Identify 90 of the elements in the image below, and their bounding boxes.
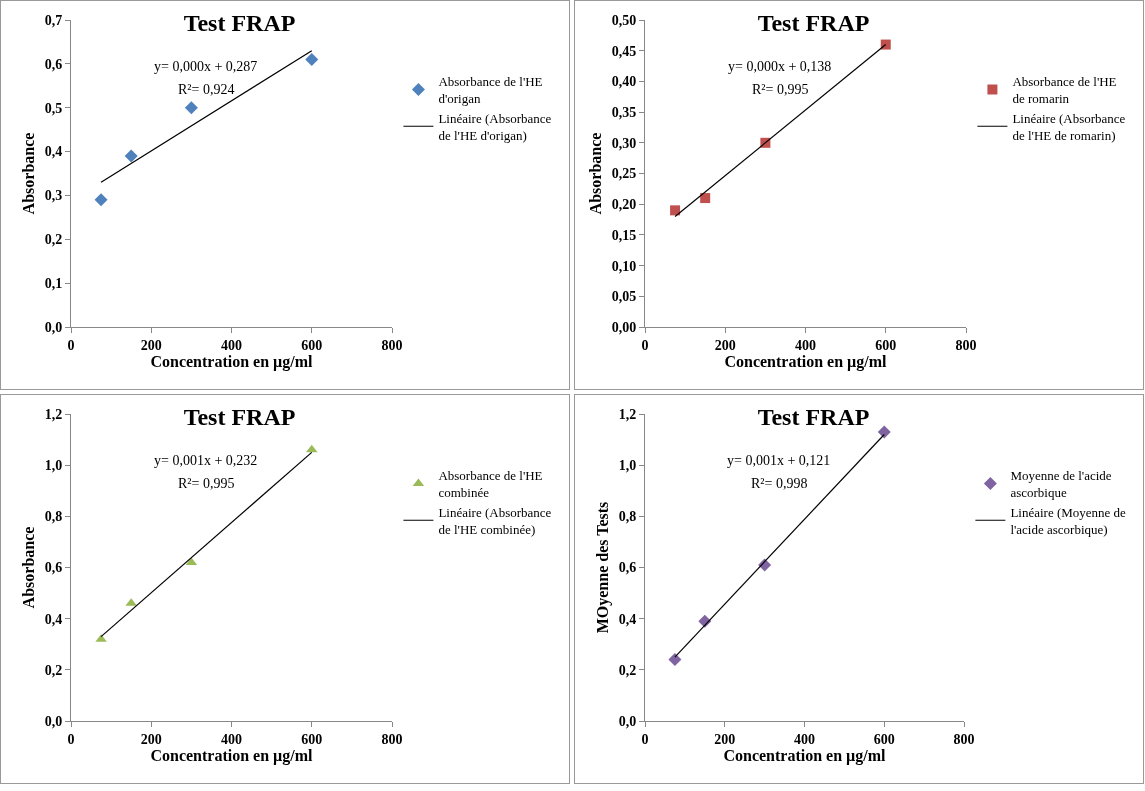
y-tick-label: 0,4 xyxy=(44,144,63,160)
x-tick-label: 0 xyxy=(641,337,649,353)
x-tick-label: 200 xyxy=(140,337,162,353)
y-tick-label: 0,7 xyxy=(44,12,63,28)
x-axis-title: Concentration en µg/ml xyxy=(150,747,314,766)
x-tick-label: 200 xyxy=(714,731,736,747)
x-tick-label: 600 xyxy=(873,731,895,747)
y-tick-label: 0,2 xyxy=(44,232,63,248)
legend-label: Linéaire (Absorbance de l'HE combinée) xyxy=(438,504,552,537)
x-tick-label: 400 xyxy=(795,337,816,353)
y-tick-label: 1,0 xyxy=(618,458,637,474)
x-tick-label: 800 xyxy=(381,731,403,747)
y-tick-label: 0,10 xyxy=(611,258,637,274)
y-tick-label: 0,0 xyxy=(618,713,637,729)
y-tick-label: 0,20 xyxy=(611,197,637,213)
x-tick-label: 600 xyxy=(301,731,323,747)
y-tick-label: 0,0 xyxy=(44,713,63,729)
y-tick-label: 0,2 xyxy=(618,662,637,678)
y-tick-label: 0,50 xyxy=(611,12,637,28)
annotation: y= 0,000x + 0,287 xyxy=(154,59,258,74)
y-tick-label: 0,1 xyxy=(44,276,63,292)
point xyxy=(124,149,138,163)
x-tick-label: 200 xyxy=(140,731,162,747)
y-tick-label: 0,6 xyxy=(618,560,637,576)
x-tick-label: 0 xyxy=(641,731,649,747)
x-tick-label: 200 xyxy=(714,337,736,353)
x-tick-label: 600 xyxy=(301,337,323,353)
annotation: R²= 0,995 xyxy=(752,82,809,97)
annotation: R²= 0,924 xyxy=(178,82,235,97)
point xyxy=(700,193,711,204)
legend-label: Absorbance de l'HE d'origan xyxy=(438,74,543,106)
annotation: y= 0,001x + 0,232 xyxy=(154,453,258,468)
annotation: R²= 0,995 xyxy=(178,476,235,491)
y-tick-label: 0,8 xyxy=(44,509,63,525)
chart-title: Test FRAP xyxy=(183,10,296,37)
x-tick-label: 400 xyxy=(221,731,242,747)
y-tick-label: 0,45 xyxy=(611,43,637,59)
legend-label: Absorbance de l'HE de romarin xyxy=(1012,74,1117,106)
legend-label: Absorbance de l'HE combinée xyxy=(438,468,543,500)
x-tick-label: 600 xyxy=(875,337,897,353)
x-axis-title: Concentration en µg/ml xyxy=(150,353,314,372)
x-tick-label: 0 xyxy=(67,337,75,353)
y-tick-label: 1,2 xyxy=(44,406,63,422)
chart-title: Test FRAP xyxy=(183,404,296,431)
chart-title: Test FRAP xyxy=(757,10,870,37)
point xyxy=(670,205,681,216)
y-tick-label: 1,2 xyxy=(618,406,637,422)
legend-label: Moyenne de l'acide ascorbique xyxy=(1010,468,1112,500)
point xyxy=(184,101,198,115)
y-tick-label: 0,25 xyxy=(611,166,637,182)
y-tick-label: 0,35 xyxy=(611,105,637,120)
x-axis-title: Concentration en µg/ml xyxy=(723,747,887,766)
legend-label: Linéaire (Absorbance de l'HE de romarin) xyxy=(1012,110,1126,143)
point xyxy=(880,39,891,50)
x-tick-label: 800 xyxy=(955,337,977,353)
y-tick-label: 0,00 xyxy=(611,319,637,335)
point xyxy=(305,52,319,66)
y-tick-label: 0,6 xyxy=(44,560,63,576)
y-tick-label: 0,15 xyxy=(611,227,637,243)
annotation: y= 0,000x + 0,138 xyxy=(728,59,832,74)
y-tick-label: 0,5 xyxy=(44,100,63,116)
x-tick-label: 800 xyxy=(381,337,403,353)
y-axis-title: Absorbance xyxy=(19,132,37,215)
x-tick-label: 400 xyxy=(794,731,815,747)
x-axis-title: Concentration en µg/ml xyxy=(724,353,888,372)
y-tick-label: 0,8 xyxy=(618,509,637,525)
y-tick-label: 0,6 xyxy=(44,56,63,72)
point xyxy=(94,193,108,207)
legend-label: Linéaire (Absorbance de l'HE d'origan) xyxy=(438,110,552,143)
y-axis-title: Absorbance xyxy=(586,132,604,215)
y-tick-label: 0,3 xyxy=(44,188,63,204)
y-tick-label: 0,4 xyxy=(44,611,63,627)
y-tick-label: 0,05 xyxy=(611,289,637,305)
annotation: R²= 0,998 xyxy=(751,476,808,491)
y-tick-label: 1,0 xyxy=(44,458,63,474)
y-tick-label: 0,2 xyxy=(44,662,63,678)
y-tick-label: 0,30 xyxy=(611,135,637,151)
legend-label: Linéaire (Moyenne de l'acide ascorbique) xyxy=(1010,504,1127,537)
chart-title: Test FRAP xyxy=(757,404,870,431)
y-tick-label: 0,0 xyxy=(44,319,63,335)
x-tick-label: 400 xyxy=(221,337,242,353)
point xyxy=(877,425,891,439)
y-tick-label: 0,4 xyxy=(618,611,637,627)
x-tick-label: 800 xyxy=(953,731,975,747)
point xyxy=(668,653,682,667)
y-tick-label: 0,40 xyxy=(611,74,637,90)
annotation: y= 0,001x + 0,121 xyxy=(727,453,831,468)
y-axis-title: Absorbance xyxy=(19,526,37,609)
x-tick-label: 0 xyxy=(67,731,75,747)
y-axis-title: MOyenne des Tests xyxy=(593,501,612,634)
